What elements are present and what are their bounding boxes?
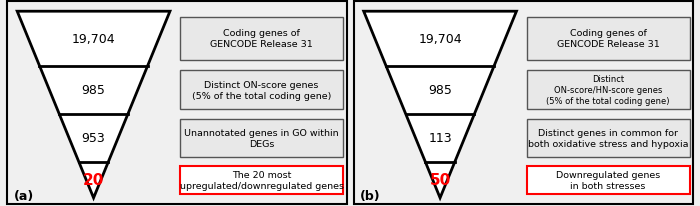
Text: 50: 50 [429,173,451,187]
FancyBboxPatch shape [180,166,343,194]
FancyBboxPatch shape [180,119,343,157]
FancyBboxPatch shape [526,119,690,157]
FancyBboxPatch shape [180,71,343,109]
Text: (a): (a) [14,189,34,202]
Text: Distinct
ON-score/HN-score genes
(5% of the total coding gene): Distinct ON-score/HN-score genes (5% of … [547,75,670,106]
Text: 953: 953 [82,132,106,145]
Text: Coding genes of
GENCODE Release 31: Coding genes of GENCODE Release 31 [556,29,659,49]
Text: 985: 985 [428,84,452,97]
FancyBboxPatch shape [180,18,343,61]
FancyBboxPatch shape [526,18,690,61]
Text: 113: 113 [428,132,452,145]
Text: 19,704: 19,704 [72,33,116,46]
Text: Distinct genes in common for
both oxidative stress and hypoxia: Distinct genes in common for both oxidat… [528,128,688,148]
Text: 985: 985 [82,84,106,97]
Text: 20: 20 [83,173,104,187]
Polygon shape [364,12,517,198]
FancyBboxPatch shape [526,71,690,109]
Text: (b): (b) [360,189,381,202]
Text: 19,704: 19,704 [419,33,462,46]
Text: Unannotated genes in GO within
DEGs: Unannotated genes in GO within DEGs [184,128,339,148]
FancyBboxPatch shape [526,166,690,194]
Text: Coding genes of
GENCODE Release 31: Coding genes of GENCODE Release 31 [210,29,313,49]
Polygon shape [18,12,170,198]
Text: Downregulated genes
in both stresses: Downregulated genes in both stresses [556,170,660,190]
Text: The 20 most
upregulated/downregulated genes: The 20 most upregulated/downregulated ge… [180,170,344,190]
Text: Distinct ON-score genes
(5% of the total coding gene): Distinct ON-score genes (5% of the total… [192,80,331,100]
